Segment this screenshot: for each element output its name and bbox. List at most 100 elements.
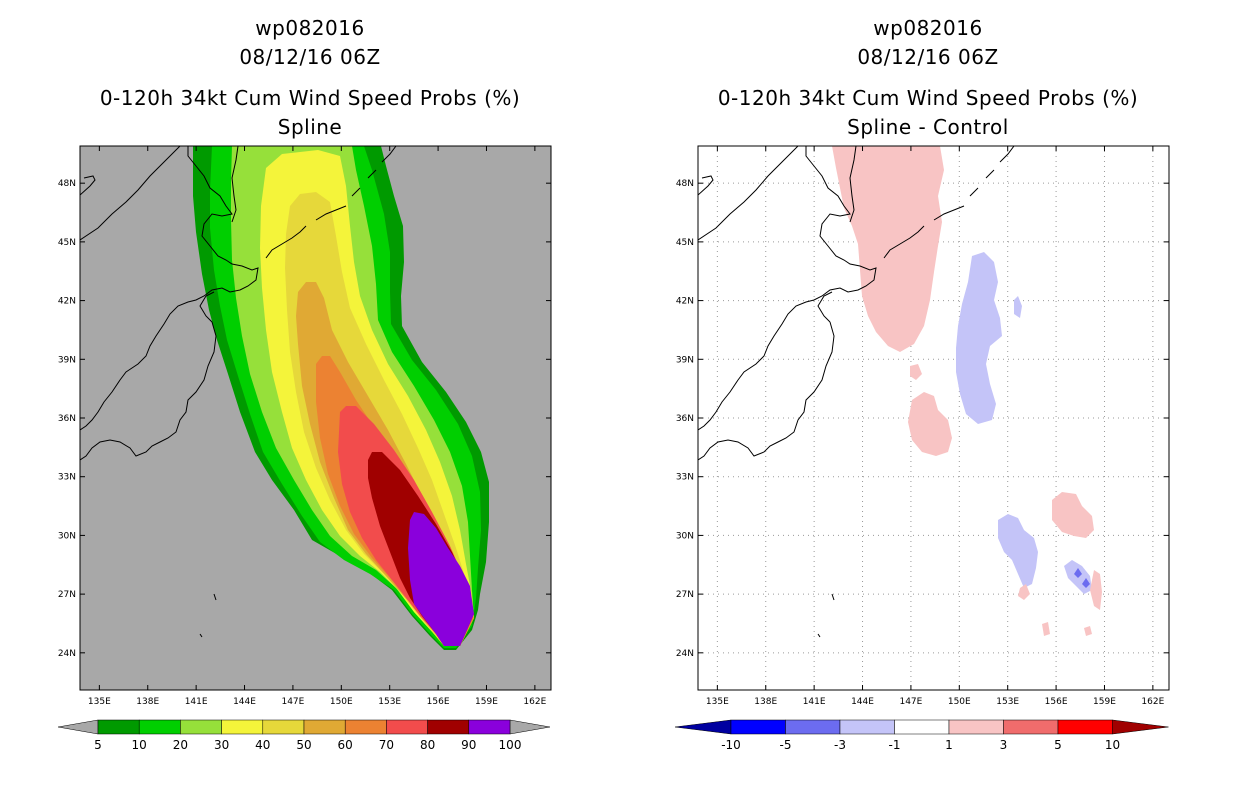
left-map: 135E 138E 141E 144E 147E 150E 153E 156E 159E 162E…: [57, 145, 552, 752]
region-negative-tiny: [1014, 296, 1022, 318]
colorbar-label: 50: [296, 738, 311, 752]
left-datetime: 08/12/16 06Z: [239, 45, 381, 69]
colorbar-label: 10: [1105, 738, 1120, 752]
region-negative-small-core: [1074, 568, 1090, 588]
x-tick-label: 144E: [233, 697, 256, 707]
colorbar-segment: [303, 719, 346, 735]
colorbar-label: 5: [94, 738, 102, 752]
y-tick-label: 27N: [676, 590, 694, 600]
colorbar-label: 10: [132, 738, 147, 752]
x-tick-label: 156E: [1045, 697, 1068, 707]
left-coastline-island2: [199, 633, 203, 638]
colorbar-segment: [97, 719, 140, 735]
x-tick-label: 147E: [281, 697, 304, 707]
colorbar-label: 1: [945, 738, 953, 752]
y-tick-label: 33N: [676, 473, 694, 483]
y-tick-label: 48N: [676, 179, 694, 189]
colorbar-label: -5: [780, 738, 792, 752]
region-positive-tiny4: [1084, 626, 1092, 636]
x-tick-label: 144E: [851, 697, 874, 707]
colorbar-segment: [138, 719, 181, 735]
colorbar-label: 40: [255, 738, 270, 752]
right-datetime: 08/12/16 06Z: [857, 45, 999, 69]
y-tick-label: 42N: [676, 297, 694, 307]
region-positive-tiny1: [910, 364, 922, 380]
right-coastline-island2: [817, 633, 821, 638]
right-coastline-kurils: [883, 146, 1015, 259]
left-coastline-kurils: [265, 146, 397, 259]
region-positive-small: [1090, 570, 1102, 610]
x-tick-label: 159E: [475, 697, 498, 707]
region-positive-tiny2: [1018, 584, 1030, 600]
left-axes: 135E 138E 141E 144E 147E 150E 153E 156E 159E 162E…: [58, 146, 551, 707]
colorbar-segment: [468, 719, 511, 735]
colorbar-label: 60: [338, 738, 353, 752]
colorbar-segment: [221, 719, 264, 735]
colorbar-segment: [730, 719, 786, 735]
x-tick-label: 159E: [1093, 697, 1116, 707]
region-negative-southeast: [998, 514, 1038, 588]
colorbar-segment: [1057, 719, 1113, 735]
x-tick-label: 150E: [330, 697, 353, 707]
right-storm-id: wp082016: [873, 16, 983, 40]
y-tick-label: 24N: [58, 649, 76, 659]
x-tick-label: 141E: [803, 697, 826, 707]
y-tick-label: 42N: [58, 297, 76, 307]
colorbar-low-arrow: [674, 719, 732, 735]
colorbar-label: -3: [834, 738, 846, 752]
region-positive-south: [908, 392, 952, 456]
left-chart-title-block: wp082016 08/12/16 06Z 0-120h 34kt Cum Wi…: [60, 14, 560, 142]
colorbar-segment: [344, 719, 387, 735]
y-tick-label: 36N: [58, 414, 76, 424]
x-tick-label: 135E: [88, 697, 111, 707]
right-subtitle: Spline - Control: [847, 115, 1009, 139]
y-tick-label: 24N: [676, 649, 694, 659]
colorbar-label: -1: [889, 738, 901, 752]
right-coastline-island1: [831, 593, 835, 601]
colorbar-label: 90: [461, 738, 476, 752]
left-colorbar: 5 10 20 30 40 50 60 70 80 90 100: [57, 719, 551, 752]
x-tick-label: 138E: [754, 697, 777, 707]
right-coastlines: [698, 146, 1015, 638]
colorbar-label: -10: [721, 738, 741, 752]
x-tick-label: 153E: [996, 697, 1019, 707]
region-positive-north: [832, 146, 944, 352]
right-map: 135E 138E 141E 144E 147E 150E 153E 156E 159E 162E…: [674, 145, 1170, 752]
colorbar-high-arrow: [509, 719, 551, 735]
y-tick-label: 39N: [676, 355, 694, 365]
region-negative-central: [956, 252, 1002, 424]
right-coastline-asia: [698, 146, 877, 431]
colorbar-segment: [785, 719, 841, 735]
colorbar-segment: [839, 719, 895, 735]
y-tick-label: 30N: [58, 531, 76, 541]
x-tick-label: 162E: [523, 697, 546, 707]
right-difference-regions: [832, 146, 1102, 636]
colorbar-segment: [262, 719, 305, 735]
left-coastline-asia: [80, 146, 259, 431]
right-colorbar: -10 -5 -3 -1 1 3 5 10: [674, 719, 1169, 752]
colorbar-label: 3: [1000, 738, 1008, 752]
region-positive-southeast: [1052, 492, 1094, 538]
colorbar-segment: [1003, 719, 1059, 735]
x-tick-label: 135E: [706, 697, 729, 707]
colorbar-segment: [386, 719, 428, 735]
colorbar-label: 5: [1054, 738, 1062, 752]
contour-90: [408, 512, 474, 646]
y-tick-label: 45N: [58, 238, 76, 248]
y-tick-label: 33N: [58, 473, 76, 483]
colorbar-segment: [894, 719, 950, 735]
left-subtitle: Spline: [277, 115, 343, 139]
right-axes: 135E 138E 141E 144E 147E 150E 153E 156E 159E 162E…: [676, 146, 1169, 707]
y-tick-label: 27N: [58, 590, 76, 600]
colorbar-segment: [427, 719, 470, 735]
colorbar-segment: [948, 719, 1004, 735]
left-coastlines: [80, 146, 397, 638]
x-tick-label: 147E: [899, 697, 922, 707]
right-title: 0-120h 34kt Cum Wind Speed Probs (%): [717, 86, 1139, 110]
y-tick-label: 48N: [58, 179, 76, 189]
colorbar-label: 20: [173, 738, 188, 752]
x-tick-label: 162E: [1141, 697, 1164, 707]
colorbar-label: 80: [420, 738, 435, 752]
left-title: 0-120h 34kt Cum Wind Speed Probs (%): [99, 86, 521, 110]
x-tick-label: 141E: [185, 697, 208, 707]
